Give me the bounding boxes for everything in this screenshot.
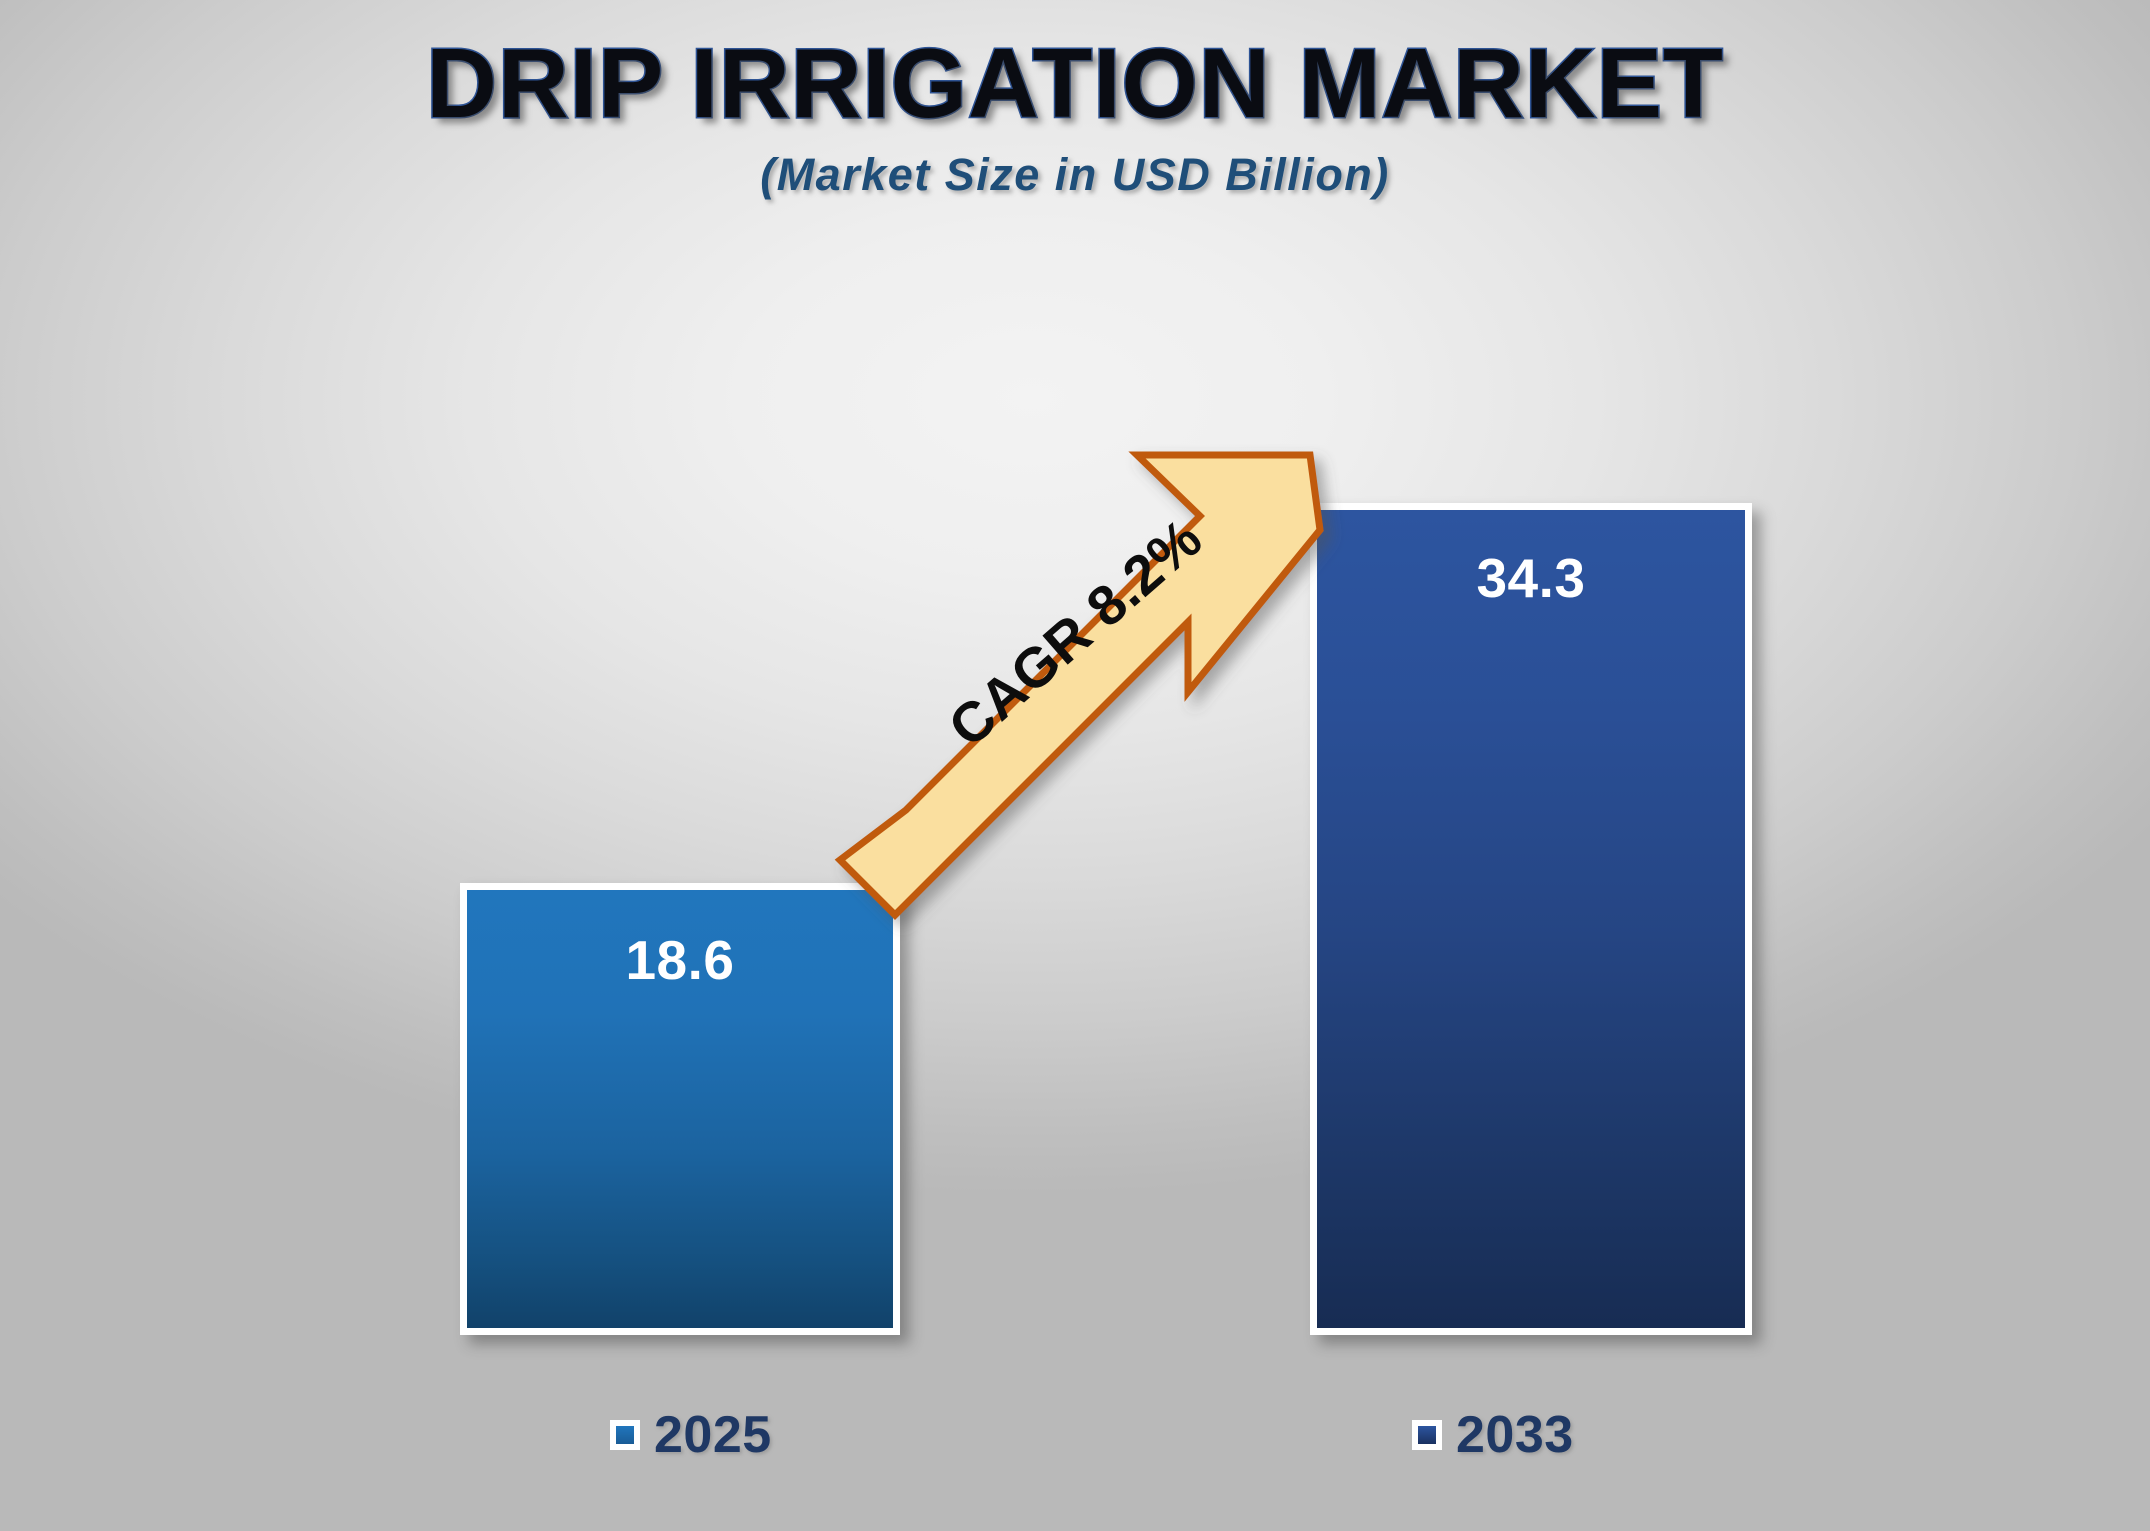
bar-value-2033: 34.3 bbox=[1476, 547, 1586, 609]
page-subtitle: (Market Size in USD Billion) bbox=[760, 148, 1390, 200]
bar-value-2025: 18.6 bbox=[625, 929, 735, 991]
bar-2033[interactable]: 34.3 bbox=[1310, 503, 1752, 1335]
legend-label-2033: 2033 bbox=[1456, 1406, 1574, 1464]
legend: 2025 2033 bbox=[0, 1405, 2150, 1485]
legend-swatch-2025-icon bbox=[610, 1420, 640, 1450]
legend-item-2033[interactable]: 2033 bbox=[1412, 1405, 1574, 1465]
cagr-growth-arrow-icon bbox=[834, 451, 1324, 920]
page-title: DRIP IRRIGATION MARKET bbox=[425, 28, 1725, 138]
legend-item-2025[interactable]: 2025 bbox=[610, 1405, 772, 1465]
legend-label-2025: 2025 bbox=[654, 1406, 772, 1464]
bar-2025[interactable]: 18.6 bbox=[460, 883, 900, 1335]
legend-swatch-2033-icon bbox=[1412, 1420, 1442, 1450]
cagr-label: CAGR 8.2% bbox=[936, 506, 1214, 759]
title-block: DRIP IRRIGATION MARKET (Market Size in U… bbox=[0, 28, 2150, 201]
